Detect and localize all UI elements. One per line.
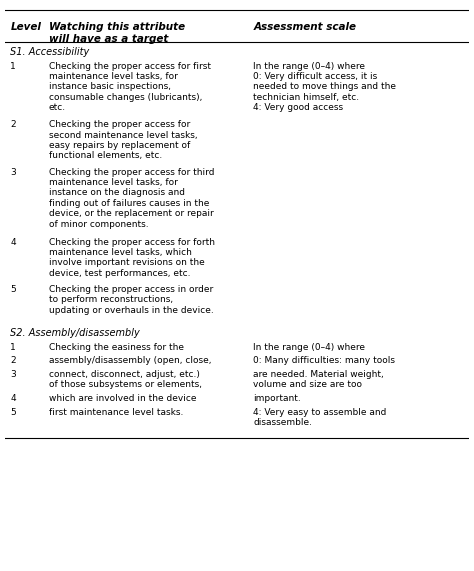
Text: 1: 1	[10, 343, 16, 352]
Text: which are involved in the device: which are involved in the device	[49, 395, 196, 403]
Text: Checking the proper access for first
maintenance level tasks, for
instance basic: Checking the proper access for first mai…	[49, 62, 211, 112]
Text: 2: 2	[10, 356, 16, 365]
Text: 5: 5	[10, 408, 16, 417]
Text: are needed. Material weight,
volume and size are too: are needed. Material weight, volume and …	[253, 369, 384, 389]
Text: connect, disconnect, adjust, etc.)
of those subsystems or elements,: connect, disconnect, adjust, etc.) of th…	[49, 369, 202, 389]
Text: 1: 1	[10, 62, 16, 71]
Text: assembly/disassembly (open, close,: assembly/disassembly (open, close,	[49, 356, 211, 365]
Text: In the range (0–4) where
0: Very difficult access, it is
needed to move things a: In the range (0–4) where 0: Very difficu…	[253, 62, 396, 112]
Text: Assessment scale: Assessment scale	[253, 22, 356, 33]
Text: 2: 2	[10, 120, 16, 129]
Text: S2. Assembly/disassembly: S2. Assembly/disassembly	[10, 328, 140, 338]
Text: 4: 4	[10, 238, 16, 247]
Text: 0: Many difficulties: many tools: 0: Many difficulties: many tools	[253, 356, 395, 365]
Text: Checking the proper access for
second maintenance level tasks,
easy repairs by r: Checking the proper access for second ma…	[49, 120, 198, 160]
Text: 3: 3	[10, 167, 16, 176]
Text: first maintenance level tasks.: first maintenance level tasks.	[49, 408, 183, 417]
Text: Checking the proper access for third
maintenance level tasks, for
instance on th: Checking the proper access for third mai…	[49, 167, 214, 228]
Text: Level: Level	[10, 22, 41, 33]
Text: 5: 5	[10, 285, 16, 294]
Text: important.: important.	[253, 395, 301, 403]
Text: Checking the proper access in order
to perform reconstructions,
updating or over: Checking the proper access in order to p…	[49, 285, 214, 315]
Text: In the range (0–4) where: In the range (0–4) where	[253, 343, 365, 352]
Text: Checking the easiness for the: Checking the easiness for the	[49, 343, 184, 352]
Text: Watching this attribute
will have as a target: Watching this attribute will have as a t…	[49, 22, 185, 44]
Text: S1. Accessibility: S1. Accessibility	[10, 47, 90, 57]
Text: 4: 4	[10, 395, 16, 403]
Text: 3: 3	[10, 369, 16, 379]
Text: Checking the proper access for forth
maintenance level tasks, which
involve impo: Checking the proper access for forth mai…	[49, 238, 215, 278]
Text: 4: Very easy to assemble and
disassemble.: 4: Very easy to assemble and disassemble…	[253, 408, 387, 427]
